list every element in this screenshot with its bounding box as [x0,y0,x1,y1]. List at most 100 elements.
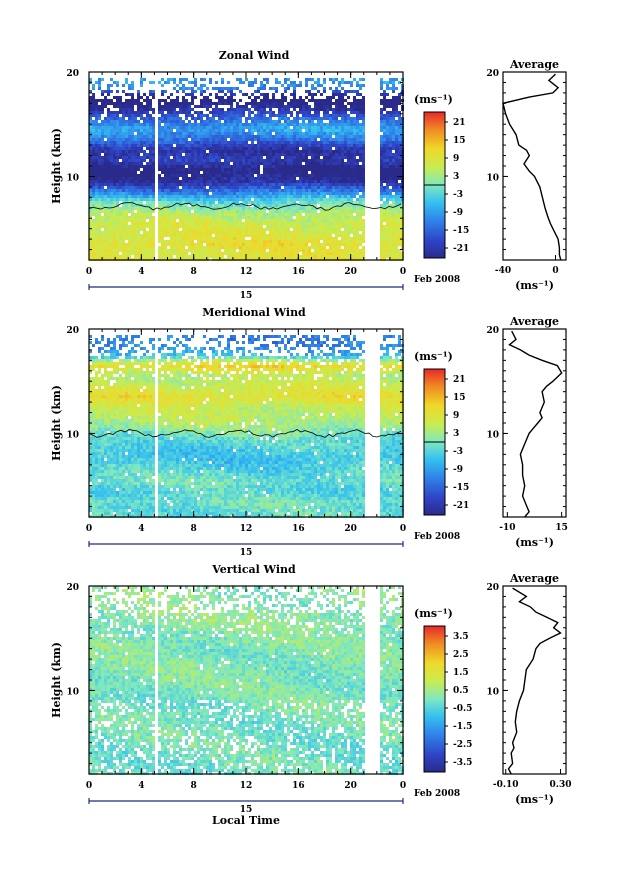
heatmap-cell [128,147,131,150]
heatmap-cell [131,198,134,201]
heatmap-cell [395,171,398,174]
heatmap-cell [314,216,317,219]
heatmap-cell [134,156,137,159]
heatmap-cell [212,87,215,90]
heatmap-cell [176,138,179,141]
heatmap-cell [314,135,317,138]
heatmap-cell [191,150,194,153]
heatmap-cell [350,153,353,156]
heatmap-cell [107,144,110,147]
heatmap-cell [95,144,98,147]
heatmap-cell [383,204,386,207]
heatmap-cell [140,246,143,249]
heatmap-cell [383,201,386,204]
heatmap-cell [278,192,281,195]
heatmap-cell [125,108,128,111]
heatmap-cell [197,168,200,171]
heatmap-cell [299,81,302,84]
heatmap-cell [341,108,344,111]
heatmap-cell [242,210,245,213]
heatmap-cell [206,138,209,141]
heatmap-cell [134,228,137,231]
heatmap-cell [392,159,395,162]
heatmap-cell [323,246,326,249]
heatmap-cell [398,171,401,174]
heatmap-cell [344,228,347,231]
heatmap-cell [125,99,128,102]
heatmap-cell [263,234,266,237]
heatmap-cell [257,186,260,189]
heatmap-cell [161,99,164,102]
heatmap-cell [125,174,128,177]
heatmap-cell [299,123,302,126]
heatmap-cell [317,150,320,153]
heatmap-cell [230,126,233,129]
heatmap-cell [143,126,146,129]
heatmap-cell [95,141,98,144]
heatmap-cell [131,225,134,228]
heatmap-cell [362,108,365,111]
heatmap-cell [161,84,164,87]
heatmap-cell [251,135,254,138]
heatmap-cell [380,156,383,159]
heatmap-cell [233,186,236,189]
heatmap-cell [356,162,359,165]
heatmap-cell [269,201,272,204]
heatmap-cell [263,93,266,96]
heatmap-cell [137,132,140,135]
heatmap-cell [257,183,260,186]
heatmap-cell [329,141,332,144]
heatmap-cell [188,183,191,186]
heatmap-cell [344,216,347,219]
heatmap-cell [332,240,335,243]
heatmap-cell [389,144,392,147]
heatmap-cell [173,201,176,204]
heatmap-cell [332,90,335,93]
heatmap-cell [392,156,395,159]
heatmap-cell [173,237,176,240]
heatmap-cell [287,120,290,123]
heatmap-cell [170,129,173,132]
heatmap-cell [338,222,341,225]
heatmap-cell [386,222,389,225]
heatmap-cell [308,126,311,129]
heatmap-cell [269,213,272,216]
heatmap-cell [323,105,326,108]
heatmap-cell [389,192,392,195]
heatmap-cell [254,189,257,192]
heatmap-cell [251,99,254,102]
heatmap-cell [164,126,167,129]
heatmap-cell [203,171,206,174]
heatmap-cell [275,123,278,126]
heatmap-cell [242,207,245,210]
heatmap-cell [128,102,131,105]
heatmap-cell [323,99,326,102]
heatmap-cell [386,138,389,141]
heatmap-cell [104,141,107,144]
heatmap-cell [98,183,101,186]
heatmap-cell [167,117,170,120]
heatmap-cell [164,105,167,108]
heatmap-cell [281,174,284,177]
heatmap-cell [122,198,125,201]
heatmap-cell [101,183,104,186]
heatmap-cell [215,159,218,162]
heatmap-cell [134,177,137,180]
heatmap-cell [242,126,245,129]
heatmap-cell [353,240,356,243]
heatmap-cell [266,93,269,96]
heatmap-cell [248,186,251,189]
heatmap-cell [308,192,311,195]
heatmap-cell [395,78,398,81]
heatmap-cell [314,210,317,213]
heatmap-cell [293,210,296,213]
heatmap-cell [296,168,299,171]
heatmap-cell [314,111,317,114]
heatmap-cell [194,213,197,216]
heatmap-cell [320,129,323,132]
heatmap-cell [92,192,95,195]
heatmap-cell [242,204,245,207]
heatmap-cell [233,153,236,156]
heatmap-cell [242,189,245,192]
heatmap-cell [287,195,290,198]
